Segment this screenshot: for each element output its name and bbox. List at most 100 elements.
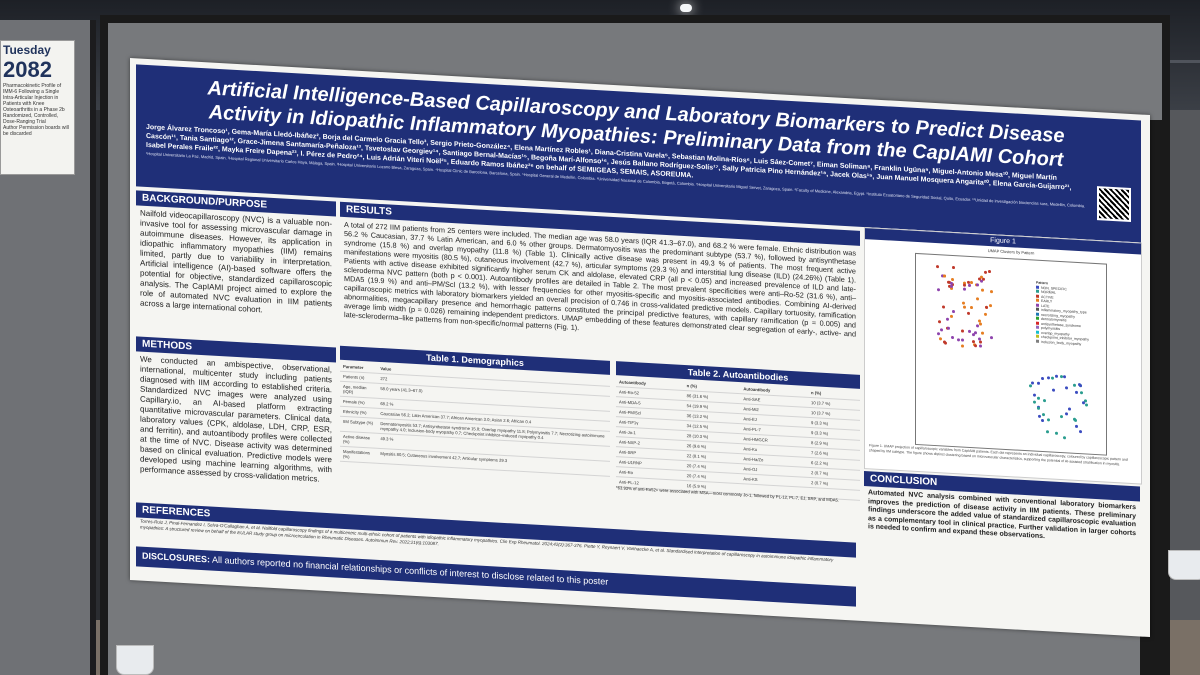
scatter-point (966, 281, 970, 285)
paper-cup (116, 645, 154, 675)
scatter-point (951, 278, 955, 282)
scatter-point (962, 283, 966, 287)
legend-swatch (1036, 285, 1039, 289)
legend-swatch (1036, 334, 1039, 338)
scatter-point (962, 305, 966, 309)
board-number: 2082 (3, 57, 52, 82)
scatter-point (979, 322, 983, 326)
scatter-point (949, 281, 953, 285)
scatter-point (956, 338, 960, 342)
scatter-point (1055, 374, 1059, 378)
scatter-point (976, 324, 980, 328)
scatter-point (962, 287, 966, 292)
scatter-point (978, 344, 982, 348)
autoantibodies-table: Autoantibody n (%) Autoantibody n (%) An… (616, 377, 860, 501)
scatter-point (1064, 412, 1068, 416)
scatter-point (950, 336, 954, 340)
scatter-point (980, 275, 983, 279)
scatter-point (1075, 391, 1079, 395)
legend-swatch (1036, 339, 1039, 343)
scatter-point (1067, 407, 1071, 412)
legend-swatch (1036, 307, 1039, 311)
scatter-point (989, 289, 993, 293)
scatter-point (971, 339, 975, 343)
scatter-point (1047, 375, 1051, 380)
scatter-point (1060, 415, 1064, 419)
scatter-point (951, 309, 955, 313)
scatter-point (982, 277, 986, 282)
scatter-point (968, 329, 972, 333)
scatter-point (1063, 375, 1067, 379)
legend-swatch (1036, 312, 1039, 316)
scatter-point (973, 344, 977, 348)
scatter-point (1032, 400, 1036, 404)
scatter-point (981, 289, 985, 293)
scatter-point (1051, 388, 1055, 393)
table-cell: Manifestations (%) (340, 446, 378, 464)
scatter-point (1030, 380, 1034, 385)
methods-text: We conducted an ambispective, observatio… (140, 354, 332, 484)
scatter-point (960, 329, 964, 333)
scatter-point (1036, 396, 1040, 400)
paper-cup (1168, 550, 1200, 580)
qr-code-icon (1097, 186, 1131, 222)
scatter-point (1041, 419, 1045, 423)
scatter-point (973, 331, 977, 335)
scatter-point (984, 270, 988, 274)
scatter-point (946, 326, 950, 330)
scatter-point (966, 311, 970, 315)
scatter-point (1043, 398, 1047, 402)
background-text: Nailfold videocapillaroscopy (NVC) is a … (140, 208, 332, 315)
scatter-point (1028, 384, 1032, 388)
scatter-point (1046, 418, 1050, 422)
figure-1: Figure 1 UMAP Clusters by Pattern Patter… (864, 227, 1142, 485)
research-poster: Artificial Intelligence-Based Capillaros… (130, 58, 1150, 638)
umap-scatter-plot: UMAP Clusters by Pattern Pattern NON_SPE… (915, 248, 1107, 456)
board-notice: Author Permission boards will be discard… (3, 125, 69, 137)
adjacent-poster-title: Pharmacokinetic Profile of IMM-6 Followi… (3, 83, 65, 125)
scatter-point (1037, 406, 1041, 410)
scatter-point (1079, 383, 1083, 388)
scatter-point (1084, 403, 1088, 407)
scatter-point (1064, 386, 1068, 390)
legend-swatch (1036, 316, 1039, 320)
demographics-table: Parameter Value Patients (n) 272 Age, med… (340, 361, 610, 477)
scatter-point (1054, 431, 1058, 435)
scatter-point (970, 305, 974, 309)
scatter-point (989, 335, 993, 339)
scatter-point (942, 305, 946, 309)
scatter-point (943, 274, 947, 278)
scatter-point (949, 284, 953, 288)
legend-swatch (1036, 289, 1039, 293)
plot-legend: Pattern NON_SPECIFIC NORMAL ACTIVE EARLY LAT… (1036, 281, 1102, 348)
scatter-point (939, 337, 943, 341)
scatter-point (940, 328, 944, 332)
legend-swatch (1036, 325, 1039, 329)
board-day: Tuesday (3, 43, 51, 57)
legend-swatch (1036, 330, 1039, 334)
scatter-point (975, 297, 979, 301)
scatter-point (962, 301, 966, 305)
legend-swatch (1036, 298, 1039, 302)
scatter-point (981, 331, 985, 336)
scatter-point (1046, 429, 1050, 434)
scatter-point (1078, 430, 1082, 434)
scatter-point (979, 340, 983, 344)
scatter-point (1074, 418, 1078, 422)
scatter-point (937, 331, 941, 336)
scatter-point (1072, 383, 1076, 387)
scatter-point (1033, 393, 1037, 397)
legend-swatch (1036, 303, 1039, 307)
disclosures-label: DISCLOSURES: (142, 550, 211, 565)
scatter-point (989, 304, 993, 308)
scatter-point (944, 341, 948, 345)
scatter-point (936, 265, 939, 269)
scatter-point (960, 337, 964, 342)
legend-swatch (1036, 294, 1039, 298)
scatter-point (1075, 425, 1079, 429)
ceiling-light (680, 4, 692, 12)
scatter-point (1036, 381, 1040, 385)
scatter-point (975, 283, 979, 287)
scatter-point (1050, 375, 1054, 380)
scatter-point (937, 288, 941, 292)
